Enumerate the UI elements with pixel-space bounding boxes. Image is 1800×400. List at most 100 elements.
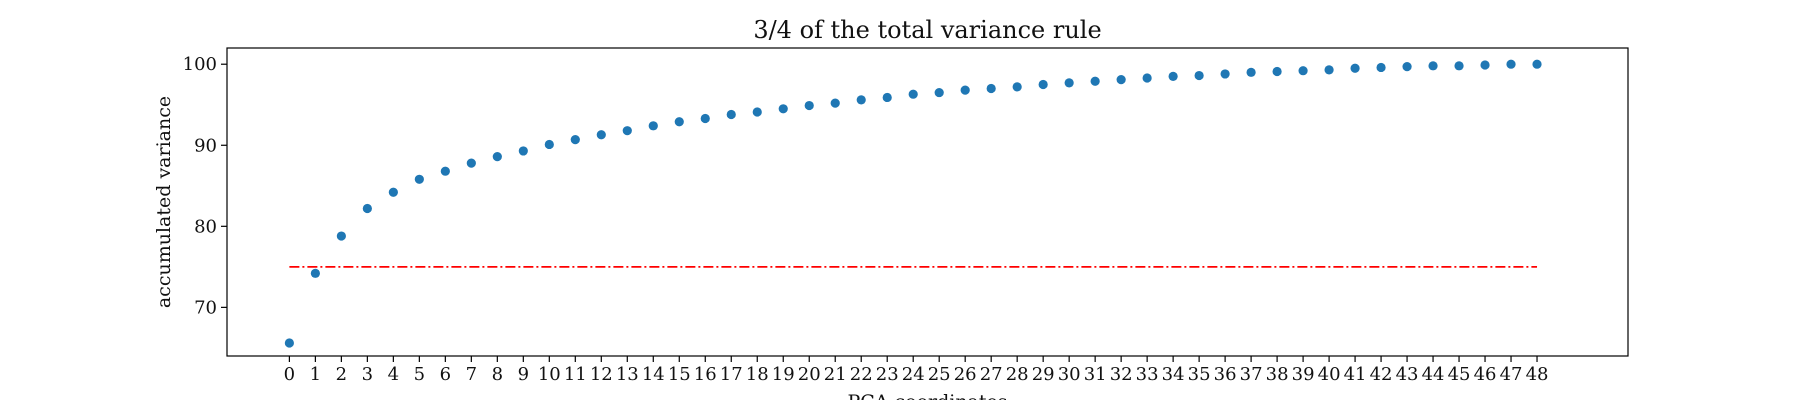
- data-point: [986, 83, 996, 94]
- data-point: [544, 139, 554, 150]
- x-tick-label: 34: [1162, 364, 1185, 385]
- data-point: [1194, 70, 1204, 81]
- x-tick-label: 39: [1292, 364, 1315, 385]
- data-point: [1402, 62, 1412, 72]
- data-point: [908, 89, 918, 99]
- x-tick-label: 3: [362, 364, 373, 385]
- data-point: [1168, 71, 1178, 81]
- data-point: [362, 203, 372, 214]
- data-point: [622, 126, 632, 136]
- x-tick-label: 48: [1526, 364, 1549, 385]
- x-tick-label: 43: [1396, 364, 1419, 385]
- data-point: [752, 107, 762, 117]
- data-point: [1116, 75, 1126, 85]
- x-tick-label: 24: [902, 364, 925, 385]
- x-tick-label: 0: [284, 364, 295, 385]
- x-tick-label: 21: [824, 364, 847, 385]
- x-tick-label: 47: [1500, 364, 1523, 385]
- data-point: [882, 92, 892, 103]
- x-tick-label: 9: [518, 364, 529, 385]
- y-tick-label: 80: [194, 216, 217, 237]
- x-tick-label: 27: [980, 364, 1003, 385]
- data-point: [1064, 78, 1074, 88]
- data-point: [1454, 61, 1464, 71]
- y-tick-label: 90: [194, 135, 217, 156]
- x-tick-label: 1: [310, 364, 321, 385]
- x-tick-label: 6: [440, 364, 451, 385]
- x-tick-label: 45: [1448, 364, 1471, 385]
- data-point: [1142, 73, 1152, 83]
- x-tick-label: 22: [850, 364, 873, 385]
- x-tick-label: 12: [590, 364, 613, 385]
- data-point: [1350, 63, 1360, 73]
- data-point: [726, 109, 736, 120]
- y-axis-label: accumulated variance: [153, 96, 175, 308]
- data-point: [1038, 79, 1048, 90]
- x-tick-label: 31: [1084, 364, 1107, 385]
- data-point: [934, 87, 944, 98]
- x-tick-label: 38: [1266, 364, 1289, 385]
- data-point: [674, 117, 684, 127]
- y-axis-ticks: 70 80 90 100: [183, 54, 227, 318]
- x-tick-label: 14: [642, 364, 665, 385]
- data-point: [1246, 67, 1256, 77]
- data-point: [804, 100, 814, 111]
- x-tick-label: 25: [928, 364, 951, 385]
- data-point: [960, 85, 970, 95]
- x-tick-label: 18: [746, 364, 769, 385]
- x-tick-label: 7: [466, 364, 477, 385]
- data-point: [388, 187, 398, 197]
- x-tick-label: 8: [492, 364, 503, 385]
- data-point: [1298, 66, 1308, 76]
- x-tick-label: 20: [798, 364, 821, 385]
- y-tick-label: 100: [183, 54, 217, 75]
- x-tick-label: 26: [954, 364, 977, 385]
- data-point: [570, 134, 580, 145]
- data-point: [856, 95, 866, 105]
- x-tick-label: 16: [694, 364, 717, 385]
- x-tick-label: 37: [1240, 364, 1263, 385]
- x-tick-label: 5: [414, 364, 425, 385]
- data-point: [1506, 59, 1516, 69]
- x-tick-label: 29: [1032, 364, 1055, 385]
- x-tick-label: 41: [1344, 364, 1367, 385]
- data-point: [1376, 62, 1386, 73]
- data-point: [1272, 66, 1282, 77]
- x-tick-label: 13: [616, 364, 639, 385]
- x-tick-label: 19: [772, 364, 795, 385]
- x-tick-label: 23: [876, 364, 899, 385]
- x-tick-label: 44: [1422, 364, 1445, 385]
- x-tick-label: 4: [388, 364, 399, 385]
- data-point: [492, 152, 502, 162]
- x-tick-label: 33: [1136, 364, 1159, 385]
- data-point: [1480, 60, 1490, 70]
- y-tick-label: 70: [194, 297, 217, 318]
- data-point: [1324, 65, 1334, 75]
- x-axis-label: PCA coordinates: [847, 391, 1007, 400]
- data-point: [518, 146, 528, 156]
- data-point: [414, 174, 424, 184]
- x-tick-label: 46: [1474, 364, 1497, 385]
- x-tick-label: 35: [1188, 364, 1211, 385]
- data-points: [284, 59, 1542, 348]
- data-point: [648, 121, 658, 131]
- chart-title: 3/4 of the total variance rule: [753, 16, 1101, 44]
- data-point: [1012, 82, 1022, 92]
- data-point: [700, 113, 710, 124]
- x-tick-label: 15: [668, 364, 691, 385]
- x-tick-label: 42: [1370, 364, 1393, 385]
- data-point: [1532, 59, 1542, 69]
- data-point: [440, 166, 450, 176]
- x-tick-label: 2: [336, 364, 347, 385]
- x-tick-label: 17: [720, 364, 743, 385]
- x-tick-label: 10: [538, 364, 561, 385]
- data-point: [1220, 69, 1230, 79]
- x-axis-ticks: 0 1 2 3 4 5 6 7 8 9 10 11 12 13 14 15 16 17 18 19 20 21 22 23 24…: [284, 356, 1549, 385]
- x-tick-label: 32: [1110, 364, 1133, 385]
- data-point: [466, 158, 476, 168]
- x-tick-label: 30: [1058, 364, 1081, 385]
- data-point: [1090, 76, 1100, 86]
- x-tick-label: 36: [1214, 364, 1237, 385]
- x-tick-label: 28: [1006, 364, 1029, 385]
